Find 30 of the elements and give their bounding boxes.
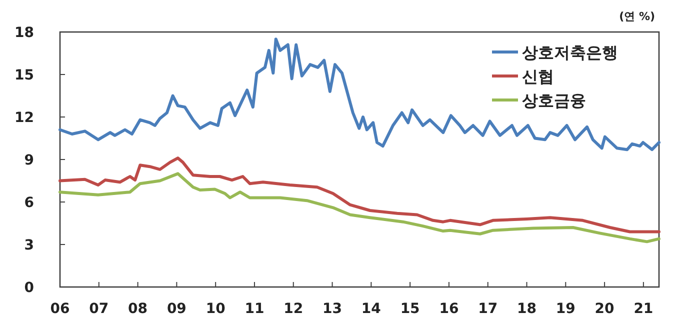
y-tick-label: 0: [24, 280, 34, 296]
x-tick-label: 16: [439, 301, 459, 317]
x-tick-label: 12: [284, 301, 304, 317]
x-tick-label: 17: [478, 301, 498, 317]
y-axis-title: (연 %): [619, 10, 655, 23]
legend-label: 신협: [522, 67, 554, 86]
y-tick-label: 12: [14, 110, 34, 126]
y-tick-label: 9: [24, 152, 34, 168]
y-tick-label: 3: [24, 238, 34, 254]
x-tick-label: 19: [556, 301, 576, 317]
line-series: [58, 156, 660, 234]
line-series: [58, 38, 660, 152]
x-tick-label: 14: [361, 301, 382, 317]
x-tick-label: 20: [594, 301, 615, 317]
x-tick-label: 21: [634, 301, 654, 317]
x-tick-label: 10: [206, 301, 226, 317]
y-tick-label: 18: [14, 25, 34, 41]
x-tick-label: 09: [166, 301, 186, 317]
x-tick-label: 06: [50, 301, 70, 317]
legend-label: 상호금융: [522, 91, 586, 110]
x-tick-label: 08: [128, 301, 148, 317]
legend-label: 상호저축은행: [522, 43, 618, 62]
x-tick-label: 11: [244, 301, 264, 317]
x-tick-label: 15: [400, 301, 420, 317]
y-tick-label: 6: [24, 195, 34, 211]
x-tick-label: 18: [517, 301, 536, 317]
x-tick-label: 13: [322, 301, 342, 317]
x-tick-label: 07: [89, 301, 109, 317]
line-series: [58, 172, 660, 244]
y-tick-label: 15: [14, 68, 34, 84]
